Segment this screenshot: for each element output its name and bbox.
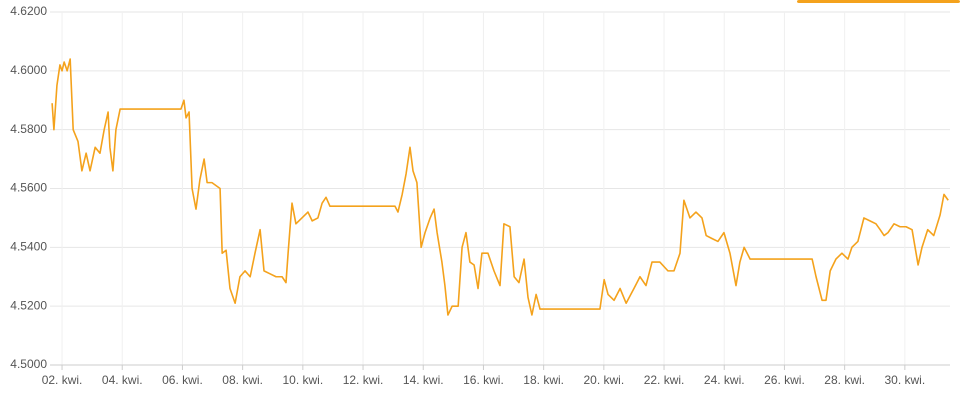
y-tick-label: 4.6000 [10,63,47,77]
x-tick-label: 04. kwi. [102,373,143,387]
x-tick-label: 22. kwi. [644,373,685,387]
x-tick-label: 12. kwi. [343,373,384,387]
x-tick-label: 10. kwi. [282,373,323,387]
x-tick-label: 20. kwi. [584,373,625,387]
x-tick-label: 30. kwi. [885,373,926,387]
y-tick-label: 4.5800 [10,122,47,136]
range-button[interactable] [797,0,960,3]
y-tick-label: 4.5600 [10,181,47,195]
x-tick-label: 06. kwi. [162,373,203,387]
x-tick-label: 28. kwi. [824,373,865,387]
x-tick-label: 14. kwi. [403,373,444,387]
y-tick-label: 4.6200 [10,4,47,18]
x-tick-label: 26. kwi. [764,373,805,387]
y-tick-label: 4.5000 [10,357,47,371]
x-tick-label: 18. kwi. [523,373,564,387]
y-tick-label: 4.5200 [10,298,47,312]
x-tick-label: 16. kwi. [463,373,504,387]
y-tick-label: 4.5400 [10,240,47,254]
x-tick-label: 08. kwi. [222,373,263,387]
line [51,58,949,316]
x-tick-label: 24. kwi. [704,373,745,387]
x-tick-label: 02. kwi. [42,373,83,387]
